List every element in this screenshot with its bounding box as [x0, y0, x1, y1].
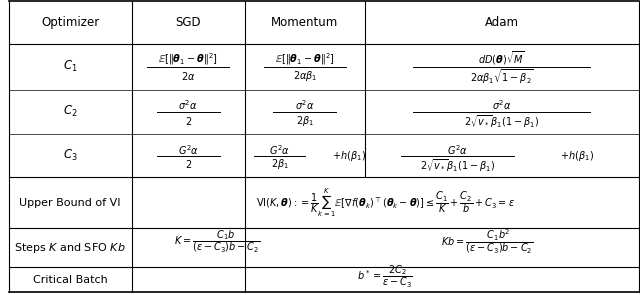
- Text: Critical Batch: Critical Batch: [33, 275, 108, 285]
- Text: $2\beta_1$: $2\beta_1$: [271, 157, 289, 171]
- Text: $2\alpha$: $2\alpha$: [181, 70, 196, 81]
- Text: $2\alpha\beta_1$: $2\alpha\beta_1$: [292, 68, 317, 83]
- Text: $C_2$: $C_2$: [63, 104, 77, 119]
- Text: $\mathrm{VI}(K, \boldsymbol{\theta}) := \dfrac{1}{K}\sum_{k=1}^{K}\mathbb{E}\lef: $\mathrm{VI}(K, \boldsymbol{\theta}) := …: [255, 186, 515, 219]
- Text: $2\sqrt{v_*}\beta_1(1-\beta_1)$: $2\sqrt{v_*}\beta_1(1-\beta_1)$: [420, 157, 495, 174]
- Text: $\mathbb{E}[\|\boldsymbol{\theta}_1 - \boldsymbol{\theta}\|^2]$: $\mathbb{E}[\|\boldsymbol{\theta}_1 - \b…: [159, 52, 218, 68]
- Text: $+ h(\beta_1)$: $+ h(\beta_1)$: [560, 148, 594, 163]
- Text: $2\sqrt{v_*}\beta_1(1-\beta_1)$: $2\sqrt{v_*}\beta_1(1-\beta_1)$: [464, 114, 540, 130]
- Text: $\mathbb{E}[\|\boldsymbol{\theta}_1 - \boldsymbol{\theta}\|^2]$: $\mathbb{E}[\|\boldsymbol{\theta}_1 - \b…: [275, 52, 335, 68]
- Text: $C_3$: $C_3$: [63, 148, 77, 163]
- Text: $2\alpha\beta_1\sqrt{1-\beta_2}$: $2\alpha\beta_1\sqrt{1-\beta_2}$: [470, 68, 534, 86]
- Text: $b^* = \dfrac{2C_2}{\epsilon - C_3}$: $b^* = \dfrac{2C_2}{\epsilon - C_3}$: [357, 264, 413, 290]
- Text: $G^2\alpha$: $G^2\alpha$: [178, 143, 199, 157]
- Text: $2$: $2$: [185, 115, 192, 127]
- Text: $dD(\boldsymbol{\theta})\sqrt{M}$: $dD(\boldsymbol{\theta})\sqrt{M}$: [478, 49, 525, 67]
- Text: Upper Bound of VI: Upper Bound of VI: [19, 198, 121, 208]
- Text: Adam: Adam: [484, 16, 518, 29]
- Text: SGD: SGD: [175, 16, 201, 29]
- Text: $2$: $2$: [185, 158, 192, 170]
- Text: $K = \dfrac{C_1 b}{(\epsilon - C_3)b - C_2}$: $K = \dfrac{C_1 b}{(\epsilon - C_3)b - C…: [173, 228, 260, 255]
- Text: $Kb = \dfrac{C_1 b^2}{(\epsilon - C_3)b - C_2}$: $Kb = \dfrac{C_1 b^2}{(\epsilon - C_3)b …: [441, 227, 534, 255]
- Text: $G^2\alpha$: $G^2\alpha$: [269, 143, 291, 157]
- Text: $\sigma^2\alpha$: $\sigma^2\alpha$: [295, 98, 315, 112]
- Text: Momentum: Momentum: [271, 16, 339, 29]
- Text: Optimizer: Optimizer: [41, 16, 99, 29]
- Text: $C_1$: $C_1$: [63, 59, 77, 74]
- Text: $\sigma^2\alpha$: $\sigma^2\alpha$: [179, 98, 198, 112]
- Text: Steps $K$ and SFO $Kb$: Steps $K$ and SFO $Kb$: [15, 241, 126, 255]
- Text: $2\beta_1$: $2\beta_1$: [296, 114, 314, 128]
- Text: $+ h(\beta_1)$: $+ h(\beta_1)$: [332, 148, 366, 163]
- Text: $G^2\alpha$: $G^2\alpha$: [447, 143, 468, 157]
- Text: $\sigma^2\alpha$: $\sigma^2\alpha$: [492, 98, 511, 112]
